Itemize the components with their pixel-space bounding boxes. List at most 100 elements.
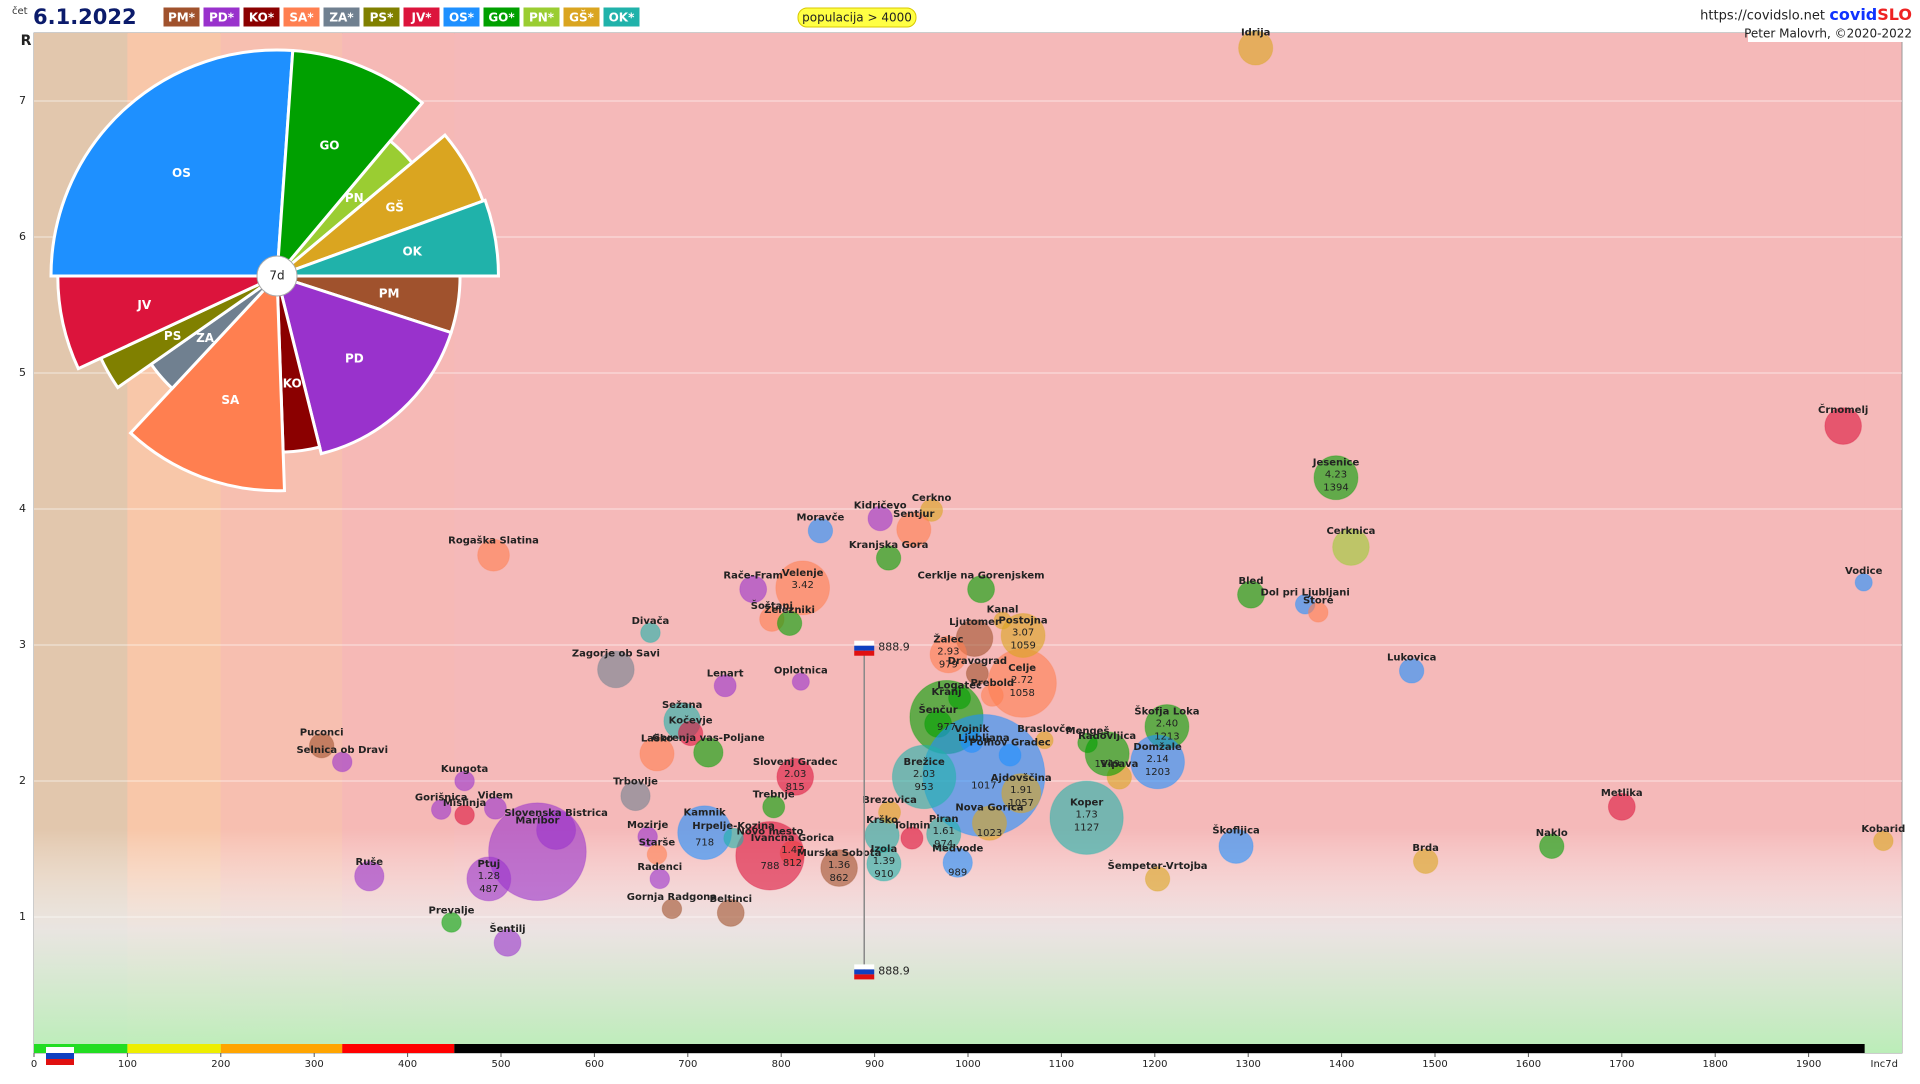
point[interactable] <box>920 498 944 522</box>
point[interactable] <box>1144 866 1171 892</box>
party-badge[interactable] <box>322 6 361 28</box>
point[interactable] <box>942 847 973 878</box>
point[interactable] <box>493 928 522 957</box>
point[interactable] <box>980 683 1004 707</box>
point[interactable] <box>1049 780 1124 855</box>
point[interactable] <box>354 861 385 892</box>
point[interactable] <box>477 538 510 572</box>
point[interactable] <box>454 804 475 826</box>
point[interactable] <box>308 732 335 759</box>
point[interactable] <box>971 805 1008 841</box>
point[interactable] <box>1873 830 1894 852</box>
point[interactable] <box>1001 773 1042 814</box>
party-label[interactable]: OK* <box>609 11 636 25</box>
point[interactable] <box>967 575 995 604</box>
party-badge[interactable] <box>202 6 241 28</box>
point[interactable] <box>1218 828 1254 864</box>
point[interactable] <box>1607 792 1636 821</box>
party-label[interactable]: PN* <box>529 11 555 25</box>
point[interactable] <box>1398 658 1425 684</box>
pie-slice[interactable] <box>274 273 453 456</box>
party-label[interactable]: PD* <box>209 11 235 25</box>
point[interactable] <box>1313 455 1359 501</box>
point[interactable] <box>900 826 924 850</box>
point[interactable] <box>1238 30 1274 66</box>
point[interactable] <box>1130 734 1185 790</box>
point[interactable] <box>776 758 815 796</box>
point[interactable] <box>646 844 668 865</box>
point[interactable] <box>639 736 675 772</box>
point[interactable] <box>965 662 989 686</box>
point[interactable] <box>867 505 893 532</box>
pie-slice[interactable] <box>49 48 295 278</box>
party-badge[interactable] <box>242 6 281 28</box>
party-label[interactable]: PS* <box>370 11 394 25</box>
party-label[interactable]: KO* <box>249 11 275 25</box>
party-label[interactable]: ZA* <box>329 11 354 25</box>
point[interactable] <box>1307 602 1329 623</box>
point[interactable] <box>762 795 786 819</box>
party-badge[interactable] <box>482 6 521 28</box>
pie-slice[interactable] <box>275 48 425 281</box>
point[interactable] <box>713 674 737 698</box>
party-badge[interactable] <box>282 6 321 28</box>
point[interactable] <box>866 846 902 882</box>
point[interactable] <box>1035 731 1054 750</box>
point[interactable] <box>993 611 1012 630</box>
point[interactable] <box>878 800 902 824</box>
point[interactable] <box>640 622 661 644</box>
point[interactable] <box>441 912 462 933</box>
point[interactable] <box>597 650 635 689</box>
point[interactable] <box>536 809 577 850</box>
point[interactable] <box>791 672 810 691</box>
point[interactable] <box>430 799 452 820</box>
point[interactable] <box>775 560 831 616</box>
point[interactable] <box>1077 732 1098 754</box>
party-label[interactable]: SA* <box>289 11 314 25</box>
point[interactable] <box>1412 848 1439 874</box>
party-label[interactable]: PM* <box>168 11 196 25</box>
point[interactable] <box>1000 613 1046 658</box>
party-label[interactable]: OS* <box>449 11 475 25</box>
point[interactable] <box>661 898 683 920</box>
party-badge[interactable] <box>162 6 201 28</box>
point[interactable] <box>1824 407 1862 445</box>
party-badge[interactable] <box>522 6 561 28</box>
party-label[interactable]: GO* <box>488 11 515 25</box>
point[interactable] <box>483 796 507 820</box>
point[interactable] <box>331 751 353 773</box>
party-badge[interactable] <box>562 6 601 28</box>
point[interactable] <box>649 868 671 890</box>
pie-slice[interactable] <box>56 274 278 371</box>
point[interactable] <box>677 720 704 747</box>
point[interactable] <box>1854 573 1873 592</box>
point[interactable] <box>929 635 968 674</box>
point[interactable] <box>693 737 724 768</box>
party-label[interactable]: JV* <box>410 11 432 25</box>
point[interactable] <box>1237 580 1265 609</box>
party-badge[interactable] <box>442 6 481 28</box>
pie-slice[interactable] <box>276 198 500 278</box>
point[interactable] <box>466 856 512 902</box>
point[interactable] <box>1539 833 1565 859</box>
point[interactable] <box>896 511 932 547</box>
point[interactable] <box>820 849 858 887</box>
point[interactable] <box>875 545 902 571</box>
party-label[interactable]: GŠ* <box>569 10 594 25</box>
url[interactable]: https://covidslo.net <box>1700 9 1825 24</box>
point[interactable] <box>723 827 744 849</box>
point[interactable] <box>739 575 768 604</box>
point[interactable] <box>926 816 962 852</box>
pie-slice[interactable] <box>128 272 287 493</box>
point[interactable] <box>807 518 834 544</box>
point[interactable] <box>454 770 475 792</box>
point[interactable] <box>620 780 651 812</box>
point[interactable] <box>776 610 803 636</box>
point[interactable] <box>891 744 957 810</box>
party-badge[interactable] <box>362 6 401 28</box>
point[interactable] <box>735 821 805 891</box>
party-badge[interactable] <box>402 6 441 28</box>
point[interactable] <box>716 899 745 927</box>
point[interactable] <box>637 826 658 848</box>
point[interactable] <box>1332 528 1370 566</box>
